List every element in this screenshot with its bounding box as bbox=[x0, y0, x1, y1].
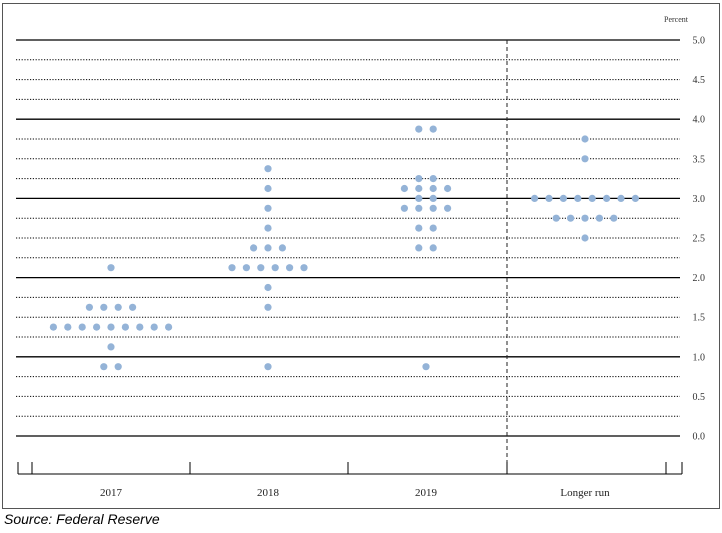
category-labels: 2017 2018 2019 Longer run bbox=[100, 487, 610, 499]
participant-dot bbox=[429, 125, 437, 133]
participant-dot bbox=[228, 264, 236, 272]
participant-dot bbox=[165, 323, 173, 331]
participant-dot bbox=[567, 214, 575, 222]
participant-dot bbox=[574, 194, 582, 202]
y-unit-label: Percent bbox=[664, 15, 689, 24]
participant-dot bbox=[264, 224, 272, 232]
participant-dot bbox=[617, 194, 625, 202]
participant-dot bbox=[242, 264, 250, 272]
dot-series bbox=[49, 125, 640, 371]
participant-dot bbox=[415, 125, 423, 133]
participant-dot bbox=[85, 303, 93, 311]
participant-dot bbox=[107, 343, 115, 351]
participant-dot bbox=[121, 323, 129, 331]
participant-dot bbox=[429, 204, 437, 212]
participant-dot bbox=[429, 175, 437, 183]
participant-dot bbox=[107, 323, 115, 331]
participant-dot bbox=[136, 323, 144, 331]
y-axis-ticks: 0.0 0.5 1.0 1.5 2.0 2.5 3.0 3.5 4.0 4.5 5.0 bbox=[693, 36, 706, 443]
participant-dot bbox=[78, 323, 86, 331]
participant-dot bbox=[150, 323, 158, 331]
y-tick-label: 4.5 bbox=[693, 75, 706, 86]
participant-dot bbox=[100, 303, 108, 311]
participant-dot bbox=[300, 264, 308, 272]
participant-dot bbox=[64, 323, 72, 331]
participant-dot bbox=[429, 184, 437, 193]
participant-dot bbox=[264, 283, 272, 292]
participant-dot bbox=[444, 184, 452, 193]
participant-dot bbox=[429, 224, 437, 232]
y-tick-label: 0.5 bbox=[693, 392, 706, 403]
participant-dot bbox=[250, 244, 258, 252]
dot-plot-chart: 0.0 0.5 1.0 1.5 2.0 2.5 3.0 3.5 4.0 4.5 5.0 Percen… bbox=[2, 3, 720, 509]
participant-dot bbox=[422, 363, 430, 371]
participant-dot bbox=[415, 184, 423, 193]
participant-dot bbox=[444, 204, 452, 212]
participant-dot bbox=[93, 323, 101, 331]
participant-dot bbox=[581, 155, 589, 163]
participant-dot bbox=[581, 135, 589, 143]
participant-dot bbox=[559, 194, 568, 202]
participant-dot bbox=[552, 214, 560, 222]
y-tick-label: 2.5 bbox=[693, 234, 706, 245]
participant-dot bbox=[107, 264, 115, 272]
y-tick-label: 3.5 bbox=[693, 154, 706, 165]
participant-dot bbox=[400, 184, 408, 193]
category-label: 2018 bbox=[257, 487, 280, 499]
participant-dot bbox=[581, 214, 589, 222]
participant-dot bbox=[271, 264, 279, 272]
participant-dot bbox=[264, 184, 272, 193]
participant-dot bbox=[264, 303, 272, 311]
y-tick-label: 5.0 bbox=[693, 36, 706, 47]
participant-dot bbox=[595, 214, 604, 222]
x-axis bbox=[17, 462, 683, 475]
y-tick-label: 1.0 bbox=[693, 352, 706, 363]
participant-dot bbox=[429, 244, 437, 252]
category-label: 2019 bbox=[415, 487, 438, 499]
participant-dot bbox=[588, 194, 596, 202]
chart-border bbox=[2, 3, 720, 509]
category-label: 2017 bbox=[100, 487, 123, 499]
y-tick-label: 2.0 bbox=[693, 273, 706, 284]
participant-dot bbox=[264, 165, 272, 173]
participant-dot bbox=[415, 244, 423, 252]
participant-dot bbox=[114, 363, 122, 371]
participant-dot bbox=[286, 264, 294, 272]
participant-dot bbox=[631, 194, 640, 202]
participant-dot bbox=[415, 204, 423, 212]
participant-dot bbox=[531, 194, 539, 202]
participant-dot bbox=[545, 194, 553, 202]
category-label: Longer run bbox=[560, 487, 610, 499]
y-tick-label: 4.0 bbox=[693, 115, 706, 126]
participant-dot bbox=[264, 244, 272, 252]
participant-dot bbox=[264, 363, 272, 371]
source-note: Source: Federal Reserve bbox=[4, 511, 160, 527]
participant-dot bbox=[100, 363, 108, 371]
participant-dot bbox=[581, 234, 589, 242]
participant-dot bbox=[415, 224, 423, 232]
participant-dot bbox=[610, 214, 618, 222]
participant-dot bbox=[429, 194, 437, 202]
y-tick-label: 3.0 bbox=[693, 194, 706, 205]
participant-dot bbox=[129, 303, 137, 311]
participant-dot bbox=[257, 264, 265, 272]
participant-dot bbox=[264, 204, 272, 212]
gridlines bbox=[16, 39, 680, 437]
participant-dot bbox=[415, 194, 423, 202]
participant-dot bbox=[400, 204, 408, 212]
y-tick-label: 1.5 bbox=[693, 313, 706, 324]
participant-dot bbox=[415, 175, 423, 183]
chart-frame: 0.0 0.5 1.0 1.5 2.0 2.5 3.0 3.5 4.0 4.5 5.0 Percen… bbox=[2, 3, 720, 509]
participant-dot bbox=[603, 194, 611, 202]
participant-dot bbox=[278, 244, 286, 252]
y-tick-label: 0.0 bbox=[693, 432, 706, 443]
participant-dot bbox=[49, 323, 58, 331]
participant-dot bbox=[114, 303, 122, 311]
